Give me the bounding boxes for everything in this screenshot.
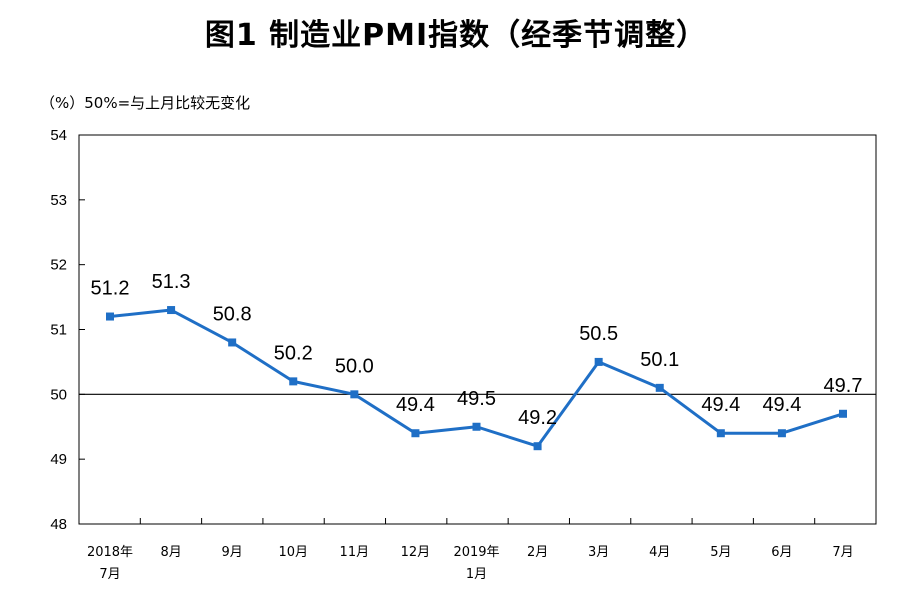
data-label: 49.5 bbox=[457, 388, 496, 410]
x-tick-label: 12月 bbox=[401, 545, 431, 560]
x-tick-label: 5月 bbox=[710, 545, 731, 560]
data-label: 50.0 bbox=[335, 355, 374, 377]
data-label: 51.3 bbox=[152, 271, 191, 293]
x-tick-label: 1月 bbox=[466, 567, 487, 582]
y-axis: 48 49 50 51 52 53 54 bbox=[50, 127, 85, 533]
x-tick-label: 8月 bbox=[160, 545, 181, 560]
data-point-marker bbox=[106, 312, 114, 321]
y-tick-label: 53 bbox=[50, 192, 67, 209]
chart-title: 图1 制造业PMI指数（经季节调整） bbox=[204, 18, 708, 53]
x-tick-label: 2月 bbox=[527, 545, 548, 560]
data-point-marker bbox=[411, 429, 420, 438]
y-tick-label: 50 bbox=[50, 386, 67, 403]
data-label: 49.4 bbox=[701, 394, 740, 416]
y-tick-label: 52 bbox=[50, 257, 67, 274]
data-point-marker bbox=[533, 442, 542, 451]
data-label: 50.5 bbox=[579, 323, 618, 345]
plot-frame bbox=[78, 134, 877, 525]
data-point-marker bbox=[350, 390, 359, 399]
data-point-marker bbox=[777, 429, 786, 438]
y-tick-label: 49 bbox=[50, 451, 67, 468]
x-tick-label: 4月 bbox=[649, 545, 670, 560]
data-label: 49.7 bbox=[824, 375, 863, 397]
data-label: 49.4 bbox=[396, 394, 435, 416]
data-label: 51.2 bbox=[91, 278, 130, 300]
x-tick-label: 11月 bbox=[340, 545, 370, 560]
x-tick-label: 7月 bbox=[99, 567, 120, 582]
data-point-marker bbox=[594, 357, 603, 366]
x-tick-label: 10月 bbox=[278, 545, 308, 560]
data-point-marker bbox=[228, 338, 237, 347]
unit-note: （%）50%=与上月比较无变化 bbox=[40, 94, 251, 112]
x-tick-label: 7月 bbox=[832, 545, 853, 560]
data-point-marker bbox=[289, 377, 298, 386]
data-label: 50.8 bbox=[213, 303, 252, 325]
x-tick-label: 2018年 bbox=[87, 545, 133, 560]
y-tick-label: 48 bbox=[50, 516, 67, 533]
x-tick-label: 2019年 bbox=[453, 545, 499, 560]
data-label: 50.1 bbox=[640, 349, 679, 371]
y-tick-label: 54 bbox=[50, 127, 67, 144]
data-label: 50.2 bbox=[274, 342, 313, 364]
series-layer: 51.2 51.3 50.8 50.2 50.0 49.4 49.5 49.2 50.5 50.1… bbox=[91, 271, 863, 451]
y-tick-label: 51 bbox=[50, 322, 67, 339]
x-tick-label: 3月 bbox=[588, 545, 609, 560]
data-point-marker bbox=[839, 409, 847, 418]
data-point-marker bbox=[167, 306, 176, 315]
data-label: 49.2 bbox=[518, 407, 557, 429]
x-axis: 2018年 7月 8月 9月 10月 11月 12月 2019年 1月 2月 3月 4月 5月 6月 7月 bbox=[78, 518, 877, 582]
data-point-marker bbox=[655, 383, 664, 392]
data-point-marker bbox=[472, 422, 481, 431]
x-tick-label: 6月 bbox=[771, 545, 792, 560]
x-tick-label: 9月 bbox=[222, 545, 243, 560]
data-label: 49.4 bbox=[762, 394, 801, 416]
data-point-marker bbox=[716, 429, 725, 438]
